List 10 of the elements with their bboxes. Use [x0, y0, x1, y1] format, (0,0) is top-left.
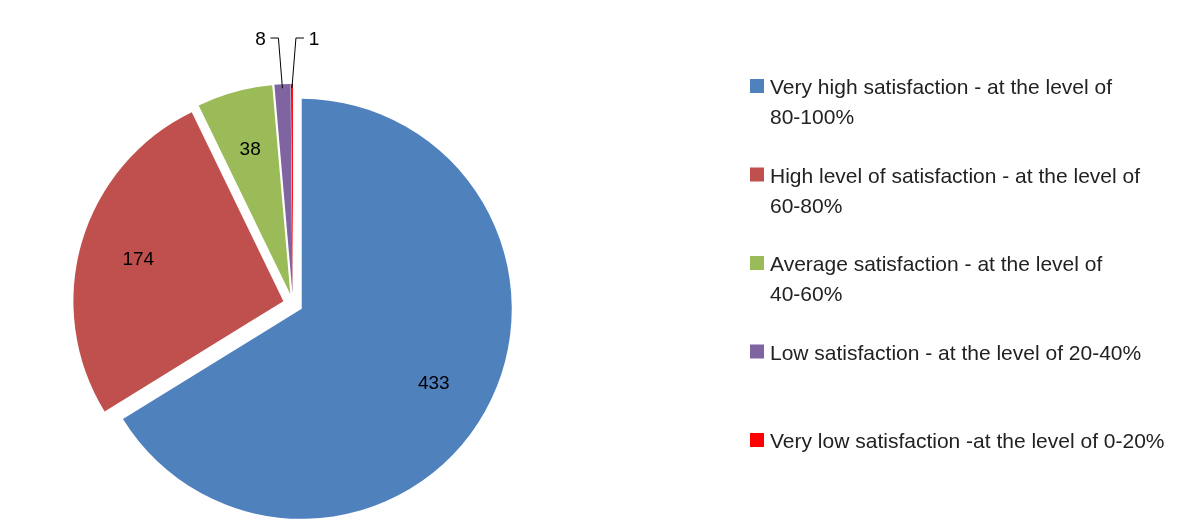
- data-label: 8: [255, 27, 266, 49]
- legend-label: Low satisfaction - at the level of 20-40%: [770, 340, 1142, 363]
- legend-label: High level of satisfaction - at the level of 60-80%: [770, 163, 1141, 216]
- data-label: 1: [308, 27, 320, 49]
- legend-label: Very high satisfaction - at the level of 80-100%: [770, 74, 1113, 128]
- data-label: 174: [122, 248, 155, 270]
- data-label: 38: [239, 138, 261, 160]
- legend-label: Average satisfaction - at the level of 40-60%: [770, 251, 1103, 305]
- data-label: 433: [417, 372, 450, 394]
- legend-label: Very low satisfaction -at the level of 0-20%: [770, 428, 1165, 452]
